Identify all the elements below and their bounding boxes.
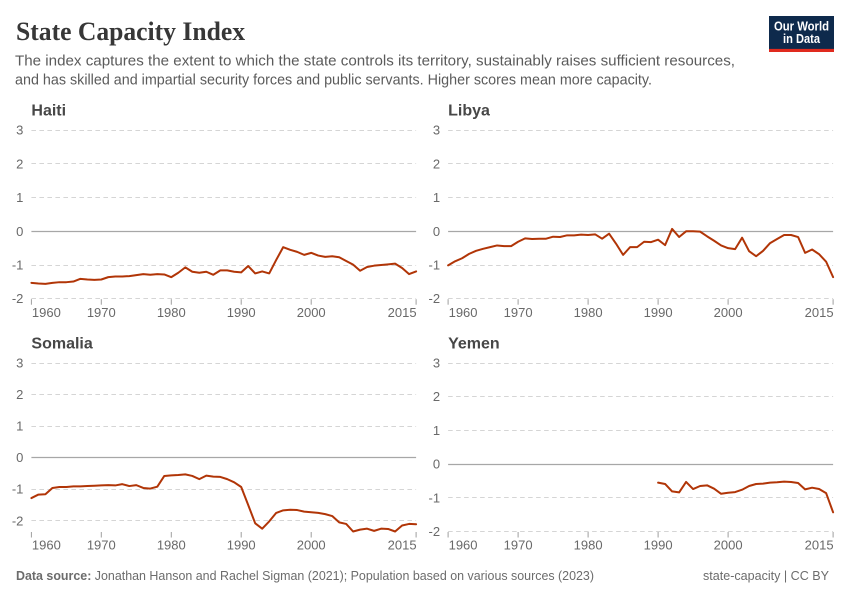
svg-text:1960: 1960	[32, 538, 61, 553]
svg-text:3: 3	[16, 123, 23, 138]
svg-text:1970: 1970	[87, 305, 116, 320]
svg-text:1990: 1990	[227, 305, 256, 320]
svg-text:2000: 2000	[297, 305, 326, 320]
svg-text:1: 1	[433, 190, 440, 205]
svg-text:2015: 2015	[388, 538, 417, 553]
svg-text:2: 2	[16, 156, 23, 171]
svg-text:and has skilled and impartial: and has skilled and impartial security f…	[15, 72, 652, 89]
svg-text:2000: 2000	[297, 538, 326, 553]
svg-text:2: 2	[16, 387, 23, 402]
svg-text:3: 3	[433, 356, 440, 371]
svg-text:state-capacity | CC BY: state-capacity | CC BY	[703, 569, 830, 583]
svg-text:-2: -2	[12, 513, 24, 528]
svg-text:1: 1	[433, 423, 440, 438]
svg-text:0: 0	[16, 224, 23, 239]
svg-text:2000: 2000	[714, 305, 743, 320]
svg-text:The index captures the extent: The index captures the extent to which t…	[15, 53, 735, 70]
svg-text:-1: -1	[429, 258, 441, 273]
svg-text:1: 1	[16, 190, 23, 205]
svg-text:0: 0	[16, 450, 23, 465]
svg-text:1960: 1960	[449, 305, 478, 320]
svg-text:1980: 1980	[157, 305, 186, 320]
svg-text:-2: -2	[429, 291, 441, 306]
svg-text:1990: 1990	[644, 305, 673, 320]
svg-text:1990: 1990	[644, 538, 673, 553]
svg-text:-1: -1	[12, 258, 24, 273]
svg-text:2: 2	[433, 389, 440, 404]
svg-text:0: 0	[433, 224, 440, 239]
svg-text:Yemen: Yemen	[448, 336, 500, 353]
svg-text:Haiti: Haiti	[31, 103, 66, 120]
svg-text:Libya: Libya	[448, 103, 490, 120]
svg-text:1: 1	[16, 419, 23, 434]
svg-text:Somalia: Somalia	[31, 336, 92, 353]
svg-text:2015: 2015	[805, 305, 834, 320]
svg-text:1970: 1970	[504, 305, 533, 320]
svg-text:-2: -2	[12, 291, 24, 306]
svg-text:0: 0	[433, 457, 440, 472]
svg-text:-2: -2	[429, 524, 441, 539]
svg-text:in Data: in Data	[783, 32, 821, 46]
svg-text:2015: 2015	[805, 538, 834, 553]
svg-text:-1: -1	[12, 482, 24, 497]
svg-text:Our World: Our World	[774, 20, 829, 34]
svg-text:3: 3	[16, 356, 23, 371]
svg-text:1960: 1960	[449, 538, 478, 553]
svg-text:1980: 1980	[574, 305, 603, 320]
svg-text:1980: 1980	[574, 538, 603, 553]
svg-text:2000: 2000	[714, 538, 743, 553]
svg-text:-1: -1	[429, 490, 441, 505]
svg-text:3: 3	[433, 123, 440, 138]
svg-text:1980: 1980	[157, 538, 186, 553]
svg-text:State Capacity Index: State Capacity Index	[16, 17, 245, 46]
svg-text:1970: 1970	[87, 538, 116, 553]
svg-text:2: 2	[433, 156, 440, 171]
svg-text:2015: 2015	[388, 305, 417, 320]
svg-text:1990: 1990	[227, 538, 256, 553]
svg-text:1970: 1970	[504, 538, 533, 553]
svg-text:1960: 1960	[32, 305, 61, 320]
svg-text:Data source: Jonathan Hanson a: Data source: Jonathan Hanson and Rachel …	[16, 569, 594, 583]
